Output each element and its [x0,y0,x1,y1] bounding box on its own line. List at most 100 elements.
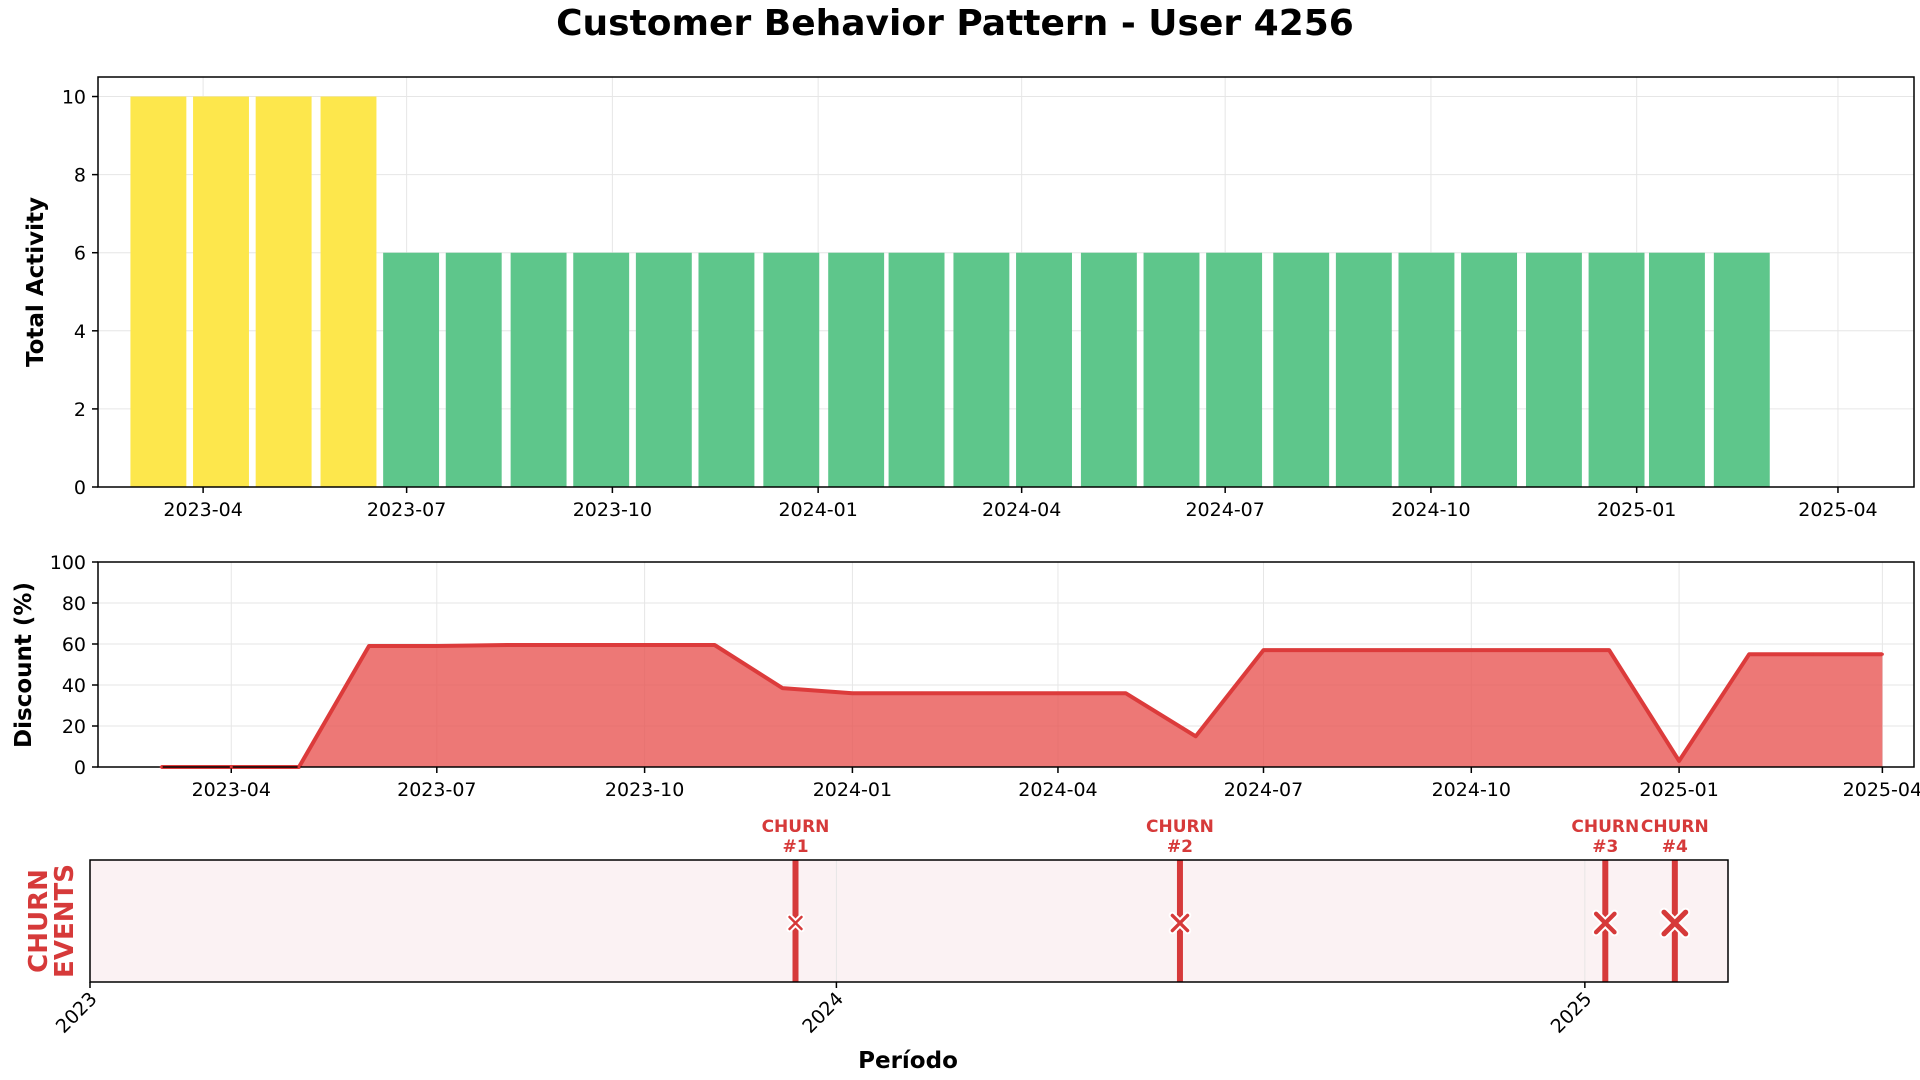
churn-event-label-line: #2 [1167,837,1193,857]
activity-frame [97,76,1915,488]
discount-x-tick-label: 2023-04 [192,779,271,801]
churn-frame [89,859,1729,983]
discount-point [435,644,439,648]
activity-y-tick-label: 0 [74,477,86,499]
discount-point [1677,759,1681,763]
churn-x-tick-label: 2024 [798,988,848,1038]
discount-x-tick-label: 2023-07 [397,779,476,801]
chart-title: Customer Behavior Pattern - User 4256 [556,3,1354,44]
activity-bar [573,252,630,487]
churn-marker [788,915,803,931]
churn-event-label: CHURN #3 [1571,817,1639,857]
activity-bar [888,252,945,487]
churn-marker [1661,909,1689,937]
discount-point [1747,652,1751,656]
discount-point [850,691,854,695]
discount-area [161,645,1883,767]
activity-y-tick-label: 4 [74,321,86,343]
activity-bar [698,252,755,487]
discount-x-tick-label: 2025-04 [1843,779,1920,801]
discount-x-tick-label: 2024-07 [1224,779,1303,801]
activity-bar [1273,252,1330,487]
churn-event-label-line: #4 [1662,837,1688,857]
discount-point [1194,734,1198,738]
discount-y-tick-label: 60 [62,634,86,656]
activity-bar [445,252,502,487]
activity-bar [828,252,885,487]
churn-x-tick-label: 2023 [52,988,102,1038]
activity-x-tick-label: 2023-04 [163,499,242,521]
churn-marker [1593,911,1617,935]
discount-point [1124,691,1128,695]
discount-panel: 0 20 40 60 80 100 2023-04 2023-07 2023-10 2024-0… [11,552,1920,801]
discount-point [986,691,990,695]
discount-point [920,691,924,695]
churn-event-label-line: CHURN [1146,817,1214,837]
discount-point [229,765,233,769]
discount-point [1056,691,1060,695]
churn-x-axis-label: Período [858,1048,958,1074]
churn-event-label-line: #1 [782,837,808,857]
churn-y-axis-label-line: EVENTS [50,864,80,978]
discount-point [1402,648,1406,652]
activity-bar [383,252,440,487]
discount-point [1539,648,1543,652]
discount-frame [97,561,1915,768]
activity-bar [1525,252,1582,487]
discount-x-tick-label: 2023-10 [605,779,684,801]
activity-x-tick-label: 2024-07 [1185,499,1264,521]
discount-x-tick-label: 2024-10 [1432,779,1511,801]
activity-x-tick-label: 2025-04 [1798,499,1877,521]
discount-point [1261,648,1265,652]
activity-bar [1016,252,1072,487]
activity-bar [193,96,249,488]
churn-event-label-line: #3 [1592,837,1618,857]
activity-bar [130,96,187,488]
activity-bar [953,252,1010,487]
discount-y-axis-label: Discount (%) [11,582,37,748]
activity-bar [1398,252,1455,487]
activity-x-tick-label: 2023-07 [367,499,446,521]
activity-bar [1206,252,1263,487]
discount-point [1810,652,1814,656]
activity-x-tick-label: 2024-01 [778,499,857,521]
discount-x-tick-label: 2024-04 [1018,779,1097,801]
discount-point [1607,648,1611,652]
churn-event-label-line: CHURN [762,817,830,837]
churn-x-tick-label: 2025 [1547,988,1597,1038]
churn-x-ticks: 2023 2024 2025 [52,982,1597,1038]
discount-x-tick-label: 2024-01 [813,779,892,801]
discount-x-tick-label: 2025-01 [1639,779,1718,801]
discount-y-ticks: 0 20 40 60 80 100 [50,552,98,779]
activity-bar [1335,252,1392,487]
activity-bars [130,96,1770,488]
discount-y-tick-label: 0 [74,757,86,779]
churn-y-axis-label: CHURNEVENTS [24,864,80,978]
discount-y-tick-label: 80 [62,593,86,615]
activity-x-tick-label: 2024-10 [1391,499,1470,521]
churn-event-label: CHURN #1 [762,817,830,857]
discount-line [161,643,1883,769]
discount-y-tick-label: 20 [62,716,86,738]
discount-point [159,765,163,769]
activity-y-tick-label: 8 [74,165,86,187]
churn-event-label: CHURN #4 [1641,817,1709,857]
discount-x-ticks: 2023-04 2023-07 2023-10 2024-01 2024-04 2024-… [192,767,1920,801]
activity-bar [320,96,377,488]
activity-x-tick-label: 2025-01 [1597,499,1676,521]
churn-event-label-line: CHURN [1571,817,1639,837]
discount-y-tick-label: 40 [62,675,86,697]
activity-bar [763,252,820,487]
activity-bar [1080,252,1137,487]
discount-y-tick-label: 100 [50,552,86,574]
discount-point [1880,652,1884,656]
discount-point [297,765,301,769]
activity-bar [1143,252,1200,487]
churn-panel-background [90,860,1728,982]
activity-x-tick-label: 2023-10 [573,499,652,521]
discount-point [713,643,717,647]
activity-y-tick-label: 2 [74,399,86,421]
activity-bar [255,96,312,488]
